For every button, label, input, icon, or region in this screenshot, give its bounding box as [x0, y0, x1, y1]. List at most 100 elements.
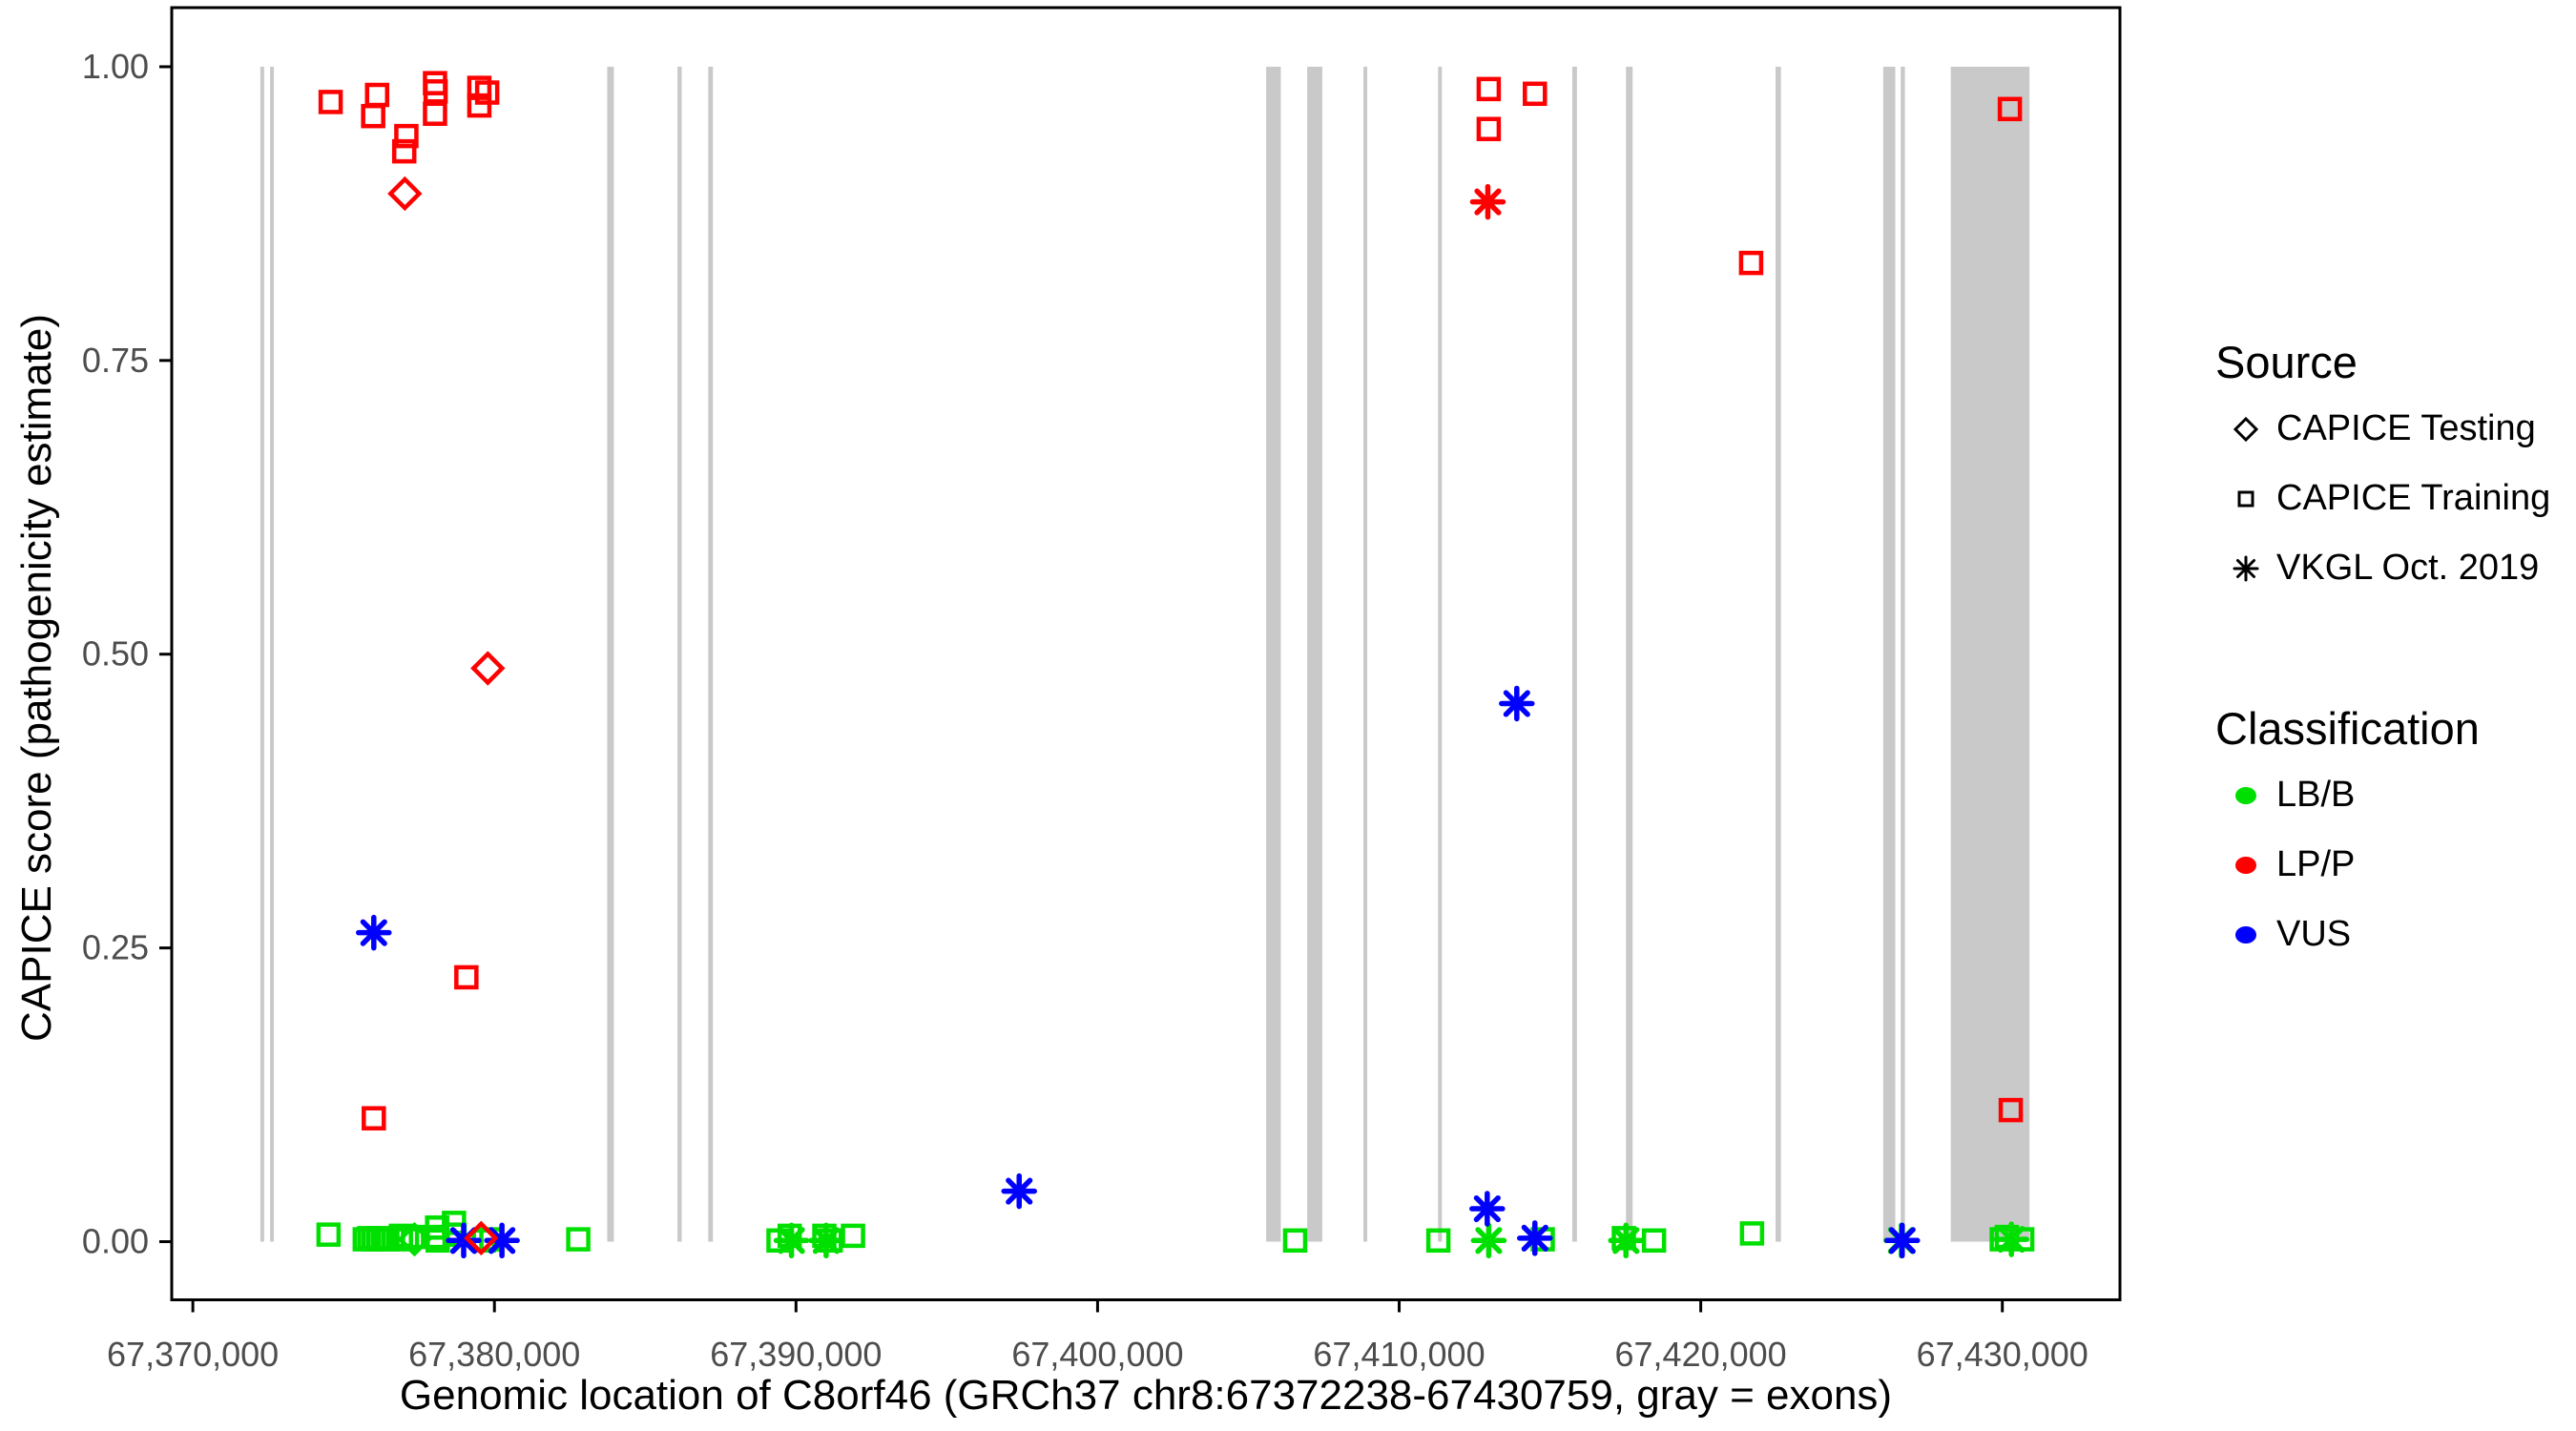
- legend-item-label: CAPICE Training: [2276, 478, 2551, 518]
- x-tick-label: 67,430,000: [1917, 1335, 2088, 1374]
- data-point-diamond: [387, 176, 423, 212]
- data-point-asterisk: [1470, 1222, 1507, 1259]
- exon-band: [1626, 66, 1633, 1242]
- asterisk-ray: [1503, 690, 1530, 717]
- legend-item-capice-testing: CAPICE Testing: [2215, 394, 2570, 464]
- data-point-square: [423, 101, 447, 126]
- data-point-square: [391, 138, 417, 164]
- legend-item-vkgl: VKGL Oct. 2019: [2215, 533, 2570, 603]
- data-point-asterisk: [1469, 183, 1506, 220]
- x-tick-label: 67,390,000: [710, 1335, 882, 1374]
- x-tick-label: 67,370,000: [107, 1335, 279, 1374]
- x-tick-label: 67,420,000: [1615, 1335, 1787, 1374]
- data-point-square: [467, 75, 492, 100]
- diamond-icon: [2215, 410, 2276, 448]
- data-point-square: [1523, 81, 1548, 107]
- exon-band: [708, 66, 714, 1242]
- blue-dot-icon: [2215, 916, 2276, 954]
- data-point-square: [841, 1223, 865, 1249]
- data-point-asterisk: [1469, 1191, 1506, 1227]
- data-point-asterisk: [1993, 1221, 2029, 1257]
- data-point-asterisk: [808, 1222, 844, 1259]
- exon-band: [1266, 66, 1281, 1242]
- asterisk-ray: [812, 1227, 840, 1255]
- y-tick-label: 0.25: [82, 928, 149, 967]
- y-tick-label: 1.00: [82, 47, 149, 86]
- legend-item-lpp: LP/P: [2215, 830, 2570, 900]
- y-tick-label: 0.75: [82, 341, 149, 380]
- square-icon: [2215, 480, 2276, 518]
- legend-source-title: Source: [2215, 337, 2358, 387]
- data-point-square: [361, 103, 385, 129]
- data-point-square: [1738, 250, 1764, 276]
- data-point-diamond: [464, 1220, 499, 1256]
- data-point-asterisk: [1499, 685, 1535, 722]
- exon-band: [1950, 66, 2030, 1242]
- x-axis-title: Genomic location of C8orf46 (GRCh37 chr8…: [399, 1372, 1893, 1419]
- data-point-square: [1998, 1097, 2024, 1123]
- data-point-square: [1739, 1221, 1765, 1246]
- data-point-square: [1997, 96, 2023, 122]
- asterisk-ray: [1612, 1227, 1640, 1255]
- panel-border: [170, 6, 2122, 1301]
- data-point-square: [474, 80, 500, 105]
- asterisk-icon: [2215, 550, 2276, 588]
- legend-item-vus: VUS: [2215, 900, 2570, 969]
- data-point-square: [566, 1227, 591, 1252]
- data-point-square: [362, 1106, 386, 1130]
- asterisk-ray: [1474, 188, 1502, 216]
- data-point-diamond: [397, 1221, 432, 1257]
- x-tick-label: 67,410,000: [1313, 1335, 1485, 1374]
- legend-classification-title: Classification: [2215, 703, 2480, 754]
- asterisk-ray: [1475, 1227, 1503, 1255]
- legend-item-label: CAPICE Testing: [2276, 408, 2536, 448]
- legend-item-label: LB/B: [2276, 775, 2356, 815]
- asterisk-ray: [1473, 1194, 1501, 1223]
- data-point-square: [1476, 116, 1502, 141]
- asterisk-ray: [1006, 1177, 1033, 1205]
- exon-band: [270, 66, 275, 1242]
- data-point-square: [364, 82, 390, 108]
- exon-band: [260, 66, 264, 1242]
- asterisk-ray: [778, 1227, 805, 1255]
- asterisk-ray: [1998, 1226, 2025, 1254]
- data-point-square: [394, 123, 419, 149]
- exon-band: [1363, 66, 1368, 1242]
- green-dot-icon: [2215, 777, 2276, 815]
- data-point-square: [1425, 1228, 1451, 1254]
- asterisk-ray: [488, 1227, 516, 1255]
- data-point-square: [394, 1227, 420, 1252]
- asterisk-ray: [360, 919, 387, 946]
- data-point-asterisk: [1608, 1222, 1644, 1259]
- legend-item-lbb: LB/B: [2215, 760, 2570, 830]
- legend-item-label: LP/P: [2276, 844, 2356, 884]
- data-point-square: [1282, 1228, 1308, 1254]
- x-tick-label: 67,400,000: [1011, 1335, 1183, 1374]
- data-point-asterisk: [1001, 1172, 1037, 1210]
- legend-item-capice-training: CAPICE Training: [2215, 464, 2570, 533]
- asterisk-ray: [1521, 1224, 1548, 1252]
- legend-item-label: VUS: [2276, 914, 2352, 954]
- legend-item-label: VKGL Oct. 2019: [2276, 548, 2540, 588]
- legend: Source CAPICE Testing CAPICE Training: [2215, 336, 2570, 969]
- x-tick-label: 67,380,000: [408, 1335, 580, 1374]
- data-point-square: [454, 964, 479, 990]
- exon-band: [1438, 66, 1443, 1242]
- y-tick-label: 0.00: [82, 1222, 149, 1261]
- asterisk-ray: [1888, 1227, 1916, 1255]
- data-point-square: [1641, 1228, 1667, 1254]
- exon-band: [1901, 66, 1905, 1242]
- data-point-square: [423, 79, 448, 104]
- y-tick-label: 0.50: [82, 634, 149, 674]
- exon-band: [1776, 66, 1781, 1242]
- exon-band: [1882, 66, 1896, 1242]
- exon-band: [1571, 66, 1577, 1242]
- data-point-diamond: [470, 651, 506, 686]
- data-point-asterisk: [1884, 1222, 1921, 1259]
- exon-band: [607, 66, 614, 1242]
- exon-band: [677, 66, 682, 1242]
- data-point-asterisk: [356, 914, 392, 951]
- data-point-square: [318, 90, 343, 114]
